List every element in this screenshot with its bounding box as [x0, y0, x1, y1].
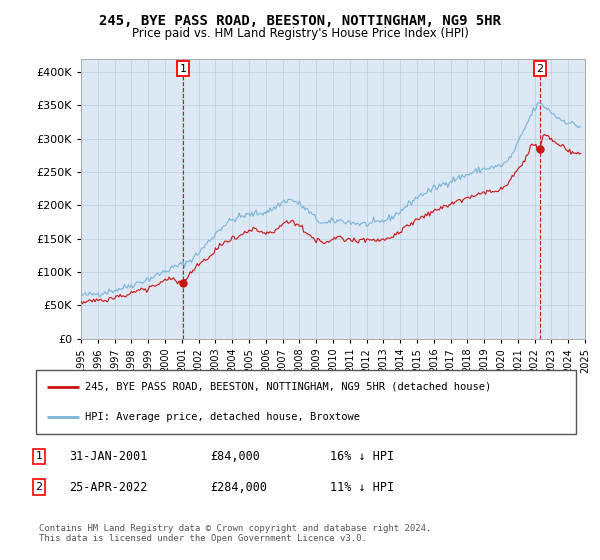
- Text: £84,000: £84,000: [210, 450, 260, 463]
- Text: 1: 1: [35, 451, 43, 461]
- Text: 2: 2: [536, 64, 544, 73]
- Text: Contains HM Land Registry data © Crown copyright and database right 2024.
This d: Contains HM Land Registry data © Crown c…: [39, 524, 431, 543]
- Text: HPI: Average price, detached house, Broxtowe: HPI: Average price, detached house, Brox…: [85, 412, 359, 422]
- Text: £284,000: £284,000: [210, 480, 267, 494]
- Text: 245, BYE PASS ROAD, BEESTON, NOTTINGHAM, NG9 5HR (detached house): 245, BYE PASS ROAD, BEESTON, NOTTINGHAM,…: [85, 382, 491, 392]
- Text: 2: 2: [35, 482, 43, 492]
- Text: 245, BYE PASS ROAD, BEESTON, NOTTINGHAM, NG9 5HR: 245, BYE PASS ROAD, BEESTON, NOTTINGHAM,…: [99, 14, 501, 28]
- Text: 16% ↓ HPI: 16% ↓ HPI: [330, 450, 394, 463]
- Text: 1: 1: [179, 64, 187, 73]
- Text: Price paid vs. HM Land Registry's House Price Index (HPI): Price paid vs. HM Land Registry's House …: [131, 27, 469, 40]
- Text: 31-JAN-2001: 31-JAN-2001: [69, 450, 148, 463]
- FancyBboxPatch shape: [36, 370, 576, 434]
- Text: 11% ↓ HPI: 11% ↓ HPI: [330, 480, 394, 494]
- Text: 25-APR-2022: 25-APR-2022: [69, 480, 148, 494]
